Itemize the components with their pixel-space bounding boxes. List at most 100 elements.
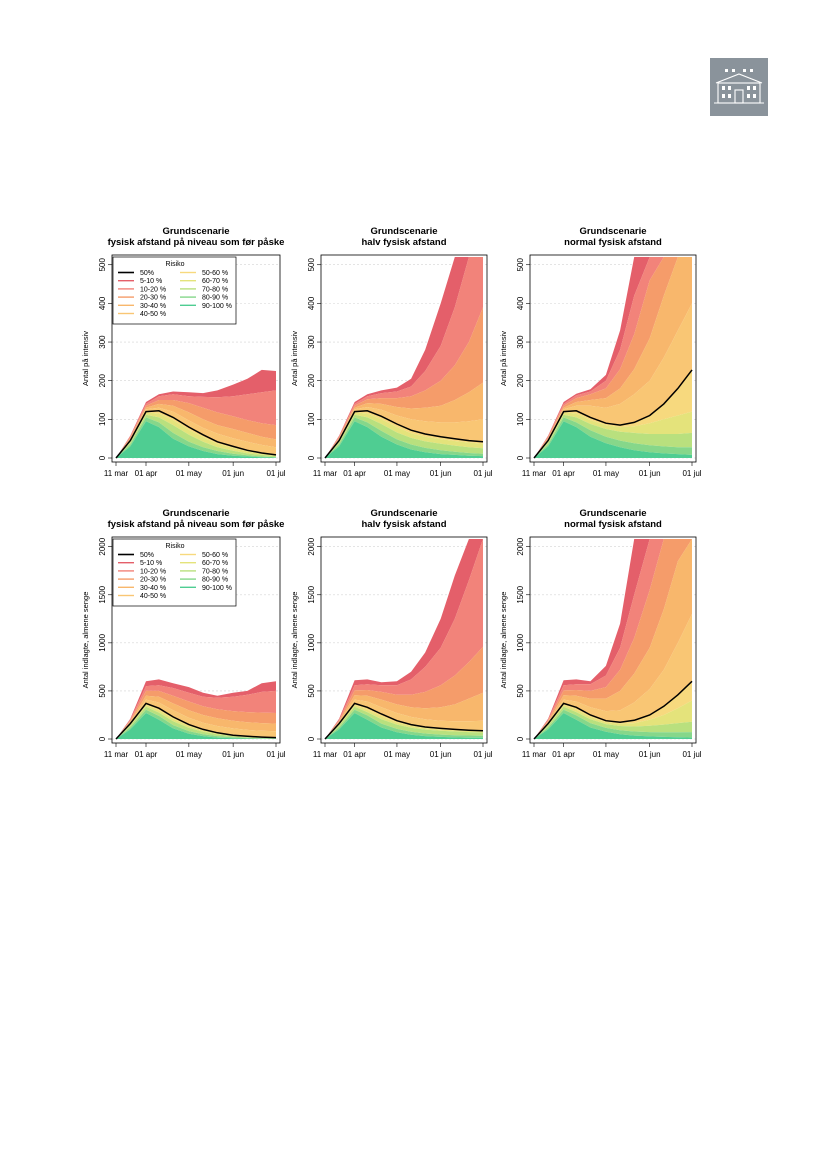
band-20-30 (116, 690, 276, 739)
chart-title: Grundscenarie (162, 508, 229, 519)
band-70-80 (534, 706, 692, 739)
legend: Risiko 50%5-10 %10-20 % 20-30 %30-40 %40-5… (112, 538, 237, 607)
legend-entry: 5-10 % (140, 560, 162, 567)
band-30-40 (534, 539, 692, 739)
legend-entry: 90-100 % (202, 585, 232, 592)
legend-entry: 30-40 % (140, 585, 166, 592)
legend-entry: 20-30 % (140, 295, 166, 302)
y-tick-label: 200 (307, 373, 316, 387)
y-axis-label: Antal indlagte, almene senge (290, 592, 299, 689)
chart-title: Grundscenarie (370, 508, 437, 519)
band-5-10 (116, 369, 276, 458)
chart-subtitle: fysisk afstand på niveau som før påske (108, 237, 285, 248)
band-80-90 (325, 709, 483, 739)
chart-subtitle: normal fysisk afstand (564, 237, 662, 248)
band-60-70 (116, 412, 276, 458)
legend-entry: 40-50 % (140, 593, 166, 600)
y-tick-label: 1500 (98, 585, 107, 603)
band-70-80 (116, 706, 276, 739)
x-tick-label: 01 may (176, 469, 202, 478)
legend-entry: 50% (140, 552, 154, 559)
band-30-40 (325, 382, 483, 458)
x-tick-label: 01 may (593, 469, 619, 478)
building-logo-icon (710, 58, 768, 116)
band-10-20 (325, 539, 483, 739)
x-tick-label: 01 apr (552, 469, 575, 478)
band-90-100 (534, 713, 692, 739)
x-tick-label: 01 may (384, 469, 410, 478)
median-line (533, 680, 693, 740)
band-20-30 (325, 646, 483, 739)
band-80-90 (534, 417, 692, 458)
band-50-60 (534, 681, 692, 739)
y-tick-label: 2000 (307, 537, 316, 555)
x-tick-label: 11 mar (104, 469, 129, 478)
plot-frame (320, 254, 488, 463)
chart-title: Grundscenarie (370, 226, 437, 237)
band-30-40 (325, 692, 483, 739)
y-tick-label: 500 (98, 258, 107, 272)
band-5-10 (116, 679, 276, 739)
legend-entry: 20-30 % (140, 577, 166, 584)
plot-frame (320, 536, 488, 744)
band-80-90 (116, 709, 276, 739)
y-tick-label: 500 (98, 684, 107, 698)
legend-entry: 50-60 % (202, 270, 228, 277)
legend-entry: 10-20 % (140, 568, 166, 575)
y-tick-label: 300 (516, 335, 525, 349)
band-10-20 (116, 685, 276, 739)
x-tick-label: 11 mar (313, 469, 338, 478)
legend-title: Risiko (165, 543, 184, 550)
y-axis-label: Antal indlagte, almene senge (499, 592, 508, 689)
band-70-80 (325, 706, 483, 739)
y-tick-label: 200 (98, 373, 107, 387)
band-70-80 (325, 414, 483, 458)
chart-panel-5: 0 500 1000 1500 2000 11 mar 01 apr 01 may 01 jun… (290, 508, 493, 759)
band-90-100 (116, 421, 276, 458)
x-tick-label: 11 mar (522, 469, 547, 478)
y-tick-label: 500 (516, 258, 525, 272)
x-tick-label: 01 apr (135, 469, 158, 478)
x-tick-label: 11 mar (313, 750, 338, 759)
x-tick-label: 01 apr (343, 750, 366, 759)
band-80-90 (534, 709, 692, 739)
band-40-50 (325, 699, 483, 739)
median-line (115, 410, 277, 459)
band-40-50 (116, 407, 276, 458)
x-tick-label: 01 jun (222, 750, 244, 759)
y-axis-label: Antal på intensiv (290, 331, 299, 386)
x-tick-label: 11 mar (104, 750, 129, 759)
legend-entry: 90-100 % (202, 303, 232, 310)
x-tick-label: 01 jul (266, 750, 285, 759)
y-tick-label: 1000 (98, 633, 107, 651)
band-40-50 (534, 614, 692, 739)
legend-entry: 30-40 % (140, 303, 166, 310)
x-tick-label: 01 jun (430, 750, 452, 759)
y-tick-label: 1500 (307, 585, 316, 603)
x-tick-label: 01 may (384, 750, 410, 759)
y-tick-label: 0 (516, 455, 525, 460)
y-tick-label: 400 (98, 296, 107, 310)
plot-frame (529, 536, 697, 744)
y-tick-label: 2000 (516, 537, 525, 555)
x-tick-label: 01 jul (682, 469, 701, 478)
y-tick-label: 0 (98, 736, 107, 741)
x-tick-label: 01 jun (639, 469, 661, 478)
y-tick-label: 100 (307, 412, 316, 426)
y-tick-label: 100 (98, 412, 107, 426)
band-90-100 (325, 421, 483, 458)
chart-subtitle: halv fysisk afstand (361, 237, 446, 248)
chart-subtitle: fysisk afstand på niveau som før påske (108, 519, 285, 530)
median-line (324, 410, 484, 459)
x-tick-label: 01 jul (682, 750, 701, 759)
y-tick-label: 1000 (516, 633, 525, 651)
x-tick-label: 01 jun (639, 750, 661, 759)
band-10-20 (116, 390, 276, 458)
band-5-10 (325, 539, 483, 739)
band-5-10 (534, 257, 692, 458)
x-tick-label: 01 may (593, 750, 619, 759)
y-tick-label: 500 (307, 258, 316, 272)
band-20-30 (325, 307, 483, 458)
y-tick-label: 500 (516, 684, 525, 698)
band-30-40 (534, 257, 692, 458)
